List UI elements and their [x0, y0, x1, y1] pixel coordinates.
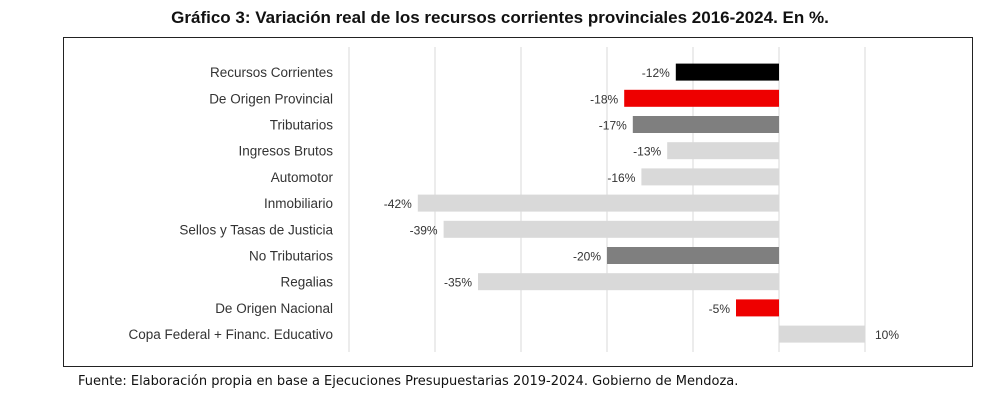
category-label: Inmobiliario: [264, 196, 333, 211]
bar: [632, 116, 779, 133]
bar: [443, 220, 779, 238]
data-label: -18%: [590, 92, 618, 106]
category-label: Regalias: [280, 275, 333, 290]
bar: [417, 194, 779, 212]
bar: [478, 273, 779, 291]
bar: [675, 63, 779, 81]
data-label: -16%: [607, 171, 635, 185]
data-label: -42%: [384, 197, 412, 211]
bar: [641, 168, 779, 186]
category-label: Sellos y Tasas de Justicia: [179, 222, 333, 237]
category-label: Copa Federal + Financ. Educativo: [129, 327, 334, 342]
bar: [779, 325, 865, 343]
category-label: De Origen Provincial: [209, 91, 333, 106]
category-label: Tributarios: [270, 118, 334, 133]
chart-title: Gráfico 3: Variación real de los recurso…: [171, 8, 829, 27]
source-note: Fuente: Elaboración propia en base a Eje…: [78, 374, 739, 389]
data-label: -13%: [633, 145, 661, 159]
data-label: -35%: [444, 276, 472, 290]
category-label: No Tributarios: [249, 249, 333, 264]
data-label: -39%: [410, 223, 438, 237]
bar: [736, 299, 779, 317]
data-label: -5%: [709, 302, 731, 316]
data-label: 10%: [875, 328, 899, 342]
data-label: -12%: [642, 66, 670, 80]
category-label: De Origen Nacional: [215, 301, 333, 316]
data-label: -17%: [599, 119, 627, 133]
data-label: -20%: [573, 250, 601, 264]
category-label: Recursos Corrientes: [210, 65, 333, 80]
bar: [624, 89, 779, 107]
bar: [667, 142, 779, 160]
chart-frame: [63, 37, 973, 367]
category-label: Automotor: [271, 170, 334, 185]
category-label: Ingresos Brutos: [238, 144, 333, 159]
bar: [607, 247, 779, 264]
